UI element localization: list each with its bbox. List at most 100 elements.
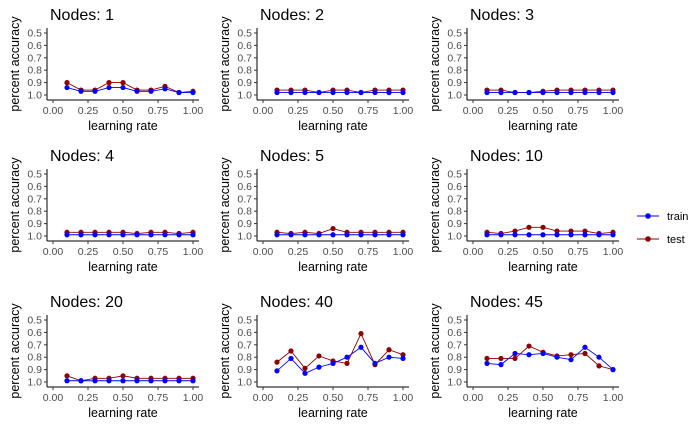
panel-title: Nodes: 5	[260, 148, 324, 165]
x-tick-label: 0.00	[253, 105, 274, 117]
x-axis-title: learning rate	[298, 260, 368, 274]
train-data-point	[148, 378, 154, 384]
legend-train-label: train	[667, 211, 688, 223]
test-data-point	[64, 373, 70, 379]
facet-panel: Nodes: 2 0.50.60.70.80.91.00.00 0.25 0.50 0.…	[218, 7, 413, 133]
x-tick-label: 0.25	[288, 246, 309, 258]
x-tick-label: 0.25	[288, 105, 309, 117]
x-tick-label: 0.00	[43, 105, 64, 117]
y-tick-label: 0.7	[237, 52, 252, 64]
test-series-line	[66, 375, 193, 382]
train-data-point	[344, 89, 350, 96]
test-data-point	[568, 352, 574, 358]
x-tick-label: 0.00	[43, 392, 64, 404]
train-data-point	[526, 89, 532, 96]
test-data-point	[358, 331, 364, 337]
test-data-point	[498, 355, 504, 362]
facet-panel: Nodes: 45 0.50.60.70.80.91.00.00 0.25 0.50 0…	[428, 294, 623, 420]
test-data-point	[512, 228, 518, 234]
train-data-point	[386, 354, 392, 360]
train-data-point	[400, 89, 406, 96]
x-axis-title: learning rate	[298, 119, 368, 133]
y-tick-label: 0.9	[27, 364, 42, 376]
test-data-point	[582, 350, 588, 357]
x-tick-label: 0.25	[288, 392, 309, 404]
train-data-point	[316, 364, 322, 370]
train-data-point	[316, 89, 322, 96]
y-tick-label: 0.5	[237, 28, 252, 40]
panel-title: Nodes: 40	[260, 294, 333, 311]
y-tick-label: 0.7	[27, 52, 42, 64]
y-tick-label: 0.7	[237, 339, 252, 351]
x-tick-label: 0.75	[148, 246, 169, 258]
train-data-point	[512, 350, 518, 357]
y-axis-title: percent accuracy	[428, 303, 442, 399]
x-tick-label: 1.00	[393, 246, 414, 258]
test-data-point	[120, 80, 126, 86]
train-data-point	[274, 89, 280, 96]
train-data-point	[176, 89, 182, 96]
train-data-point	[148, 232, 154, 238]
y-tick-label: 0.6	[447, 327, 462, 339]
test-data-point	[344, 360, 350, 366]
y-tick-label: 0.7	[447, 193, 462, 205]
test-series-line	[277, 89, 403, 93]
train-data-point	[484, 89, 490, 96]
train-data-point	[568, 89, 574, 96]
test-data-point	[540, 224, 546, 230]
x-tick-label: 0.50	[113, 105, 134, 117]
train-data-point	[134, 88, 140, 94]
panel-title: Nodes: 3	[470, 7, 534, 24]
train-data-point	[274, 232, 280, 238]
test-data-point	[596, 363, 602, 369]
y-tick-label: 0.9	[27, 77, 42, 89]
test-data-point	[120, 373, 126, 379]
test-data-point	[386, 347, 392, 353]
train-data-point	[512, 232, 518, 238]
x-axis-title: learning rate	[508, 260, 578, 274]
train-data-point	[162, 232, 168, 238]
y-tick-label: 0.7	[27, 339, 42, 351]
train-data-point	[134, 378, 140, 384]
train-data-point	[358, 89, 364, 96]
facet-panel: Nodes: 5 0.50.60.70.80.91.00.00 0.25 0.50 0.…	[218, 148, 413, 274]
y-tick-label: 1.0	[237, 90, 252, 102]
x-tick-label: 0.50	[323, 392, 344, 404]
facet-panel: Nodes: 40 0.50.60.70.80.91.00.00 0.25 0.50 0…	[218, 294, 413, 420]
train-data-point	[554, 232, 560, 238]
y-tick-label: 0.6	[237, 40, 252, 52]
x-tick-label: 0.25	[78, 392, 99, 404]
y-tick-label: 1.0	[447, 90, 462, 102]
test-data-point	[568, 228, 574, 234]
train-data-point	[540, 350, 546, 357]
train-data-point	[372, 232, 378, 238]
x-tick-label: 1.00	[183, 246, 204, 258]
train-data-point	[288, 89, 294, 96]
test-series-line	[67, 231, 194, 234]
train-data-point	[400, 232, 406, 238]
train-data-point	[148, 88, 154, 94]
x-tick-label: 1.00	[393, 105, 414, 117]
x-tick-label: 0.50	[533, 105, 554, 117]
test-data-point	[554, 228, 560, 234]
test-data-point	[316, 353, 322, 359]
y-tick-label: 0.6	[237, 327, 252, 339]
train-data-point	[162, 86, 168, 92]
x-tick-label: 0.00	[463, 105, 484, 117]
x-tick-label: 1.00	[183, 392, 204, 404]
y-tick-label: 0.8	[447, 206, 462, 218]
x-axis-title: learning rate	[298, 406, 368, 420]
y-tick-label: 0.7	[27, 193, 42, 205]
panel-title: Nodes: 45	[470, 294, 543, 311]
train-data-point	[190, 232, 196, 238]
x-tick-label: 0.75	[148, 392, 169, 404]
test-data-point	[302, 365, 308, 371]
x-tick-label: 0.75	[358, 246, 379, 258]
panel-title: Nodes: 1	[50, 7, 114, 24]
test-data-point	[512, 355, 518, 362]
facet-panel: Nodes: 3 0.50.60.70.80.91.00.00 0.25 0.50 0.…	[428, 7, 623, 133]
facet-panel: Nodes: 10 0.50.60.70.80.91.00.00 0.25 0.50 0…	[428, 148, 623, 274]
train-data-point	[288, 232, 294, 238]
x-tick-label: 0.25	[498, 246, 519, 258]
